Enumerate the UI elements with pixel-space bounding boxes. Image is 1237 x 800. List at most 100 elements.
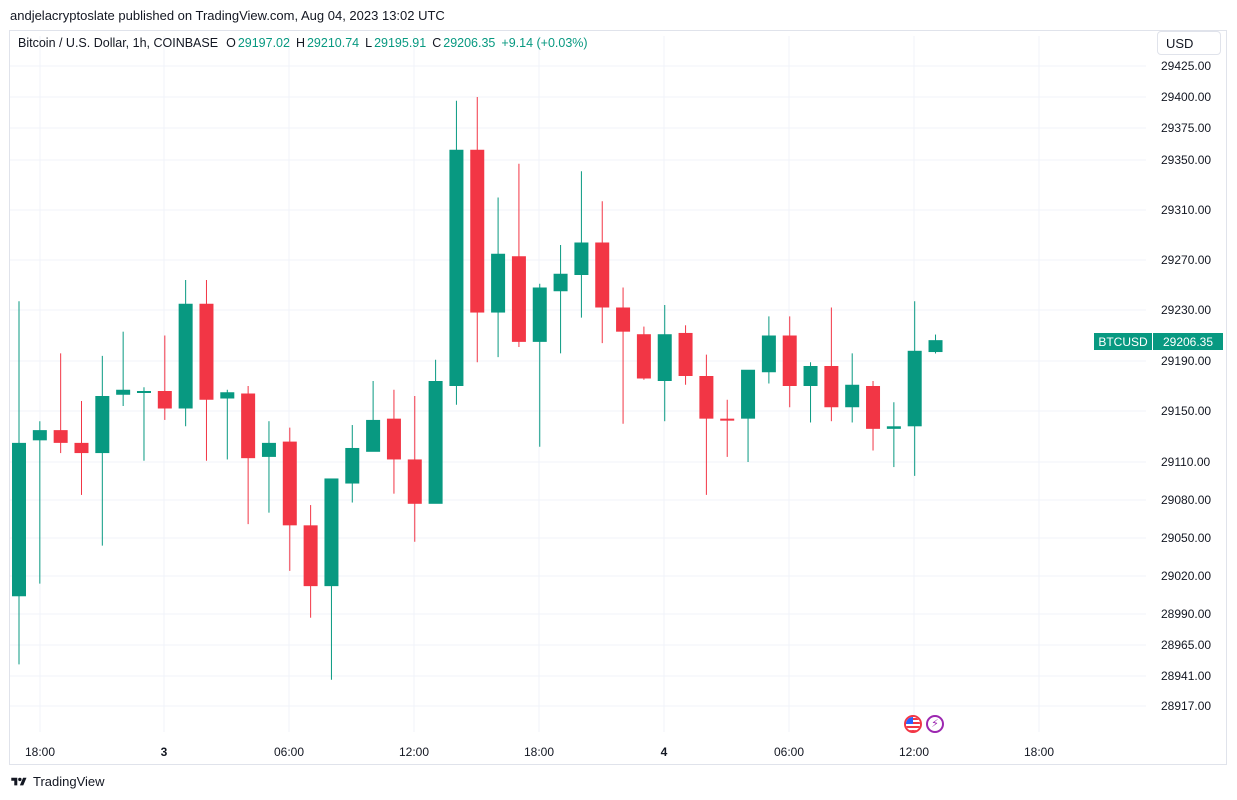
candle-body — [699, 376, 714, 419]
candle-body — [12, 442, 26, 597]
price-tag-symbol: BTCUSD — [1098, 335, 1148, 349]
candle-body — [553, 273, 568, 292]
time-tick-label: 3 — [161, 745, 168, 759]
legend-low-label: L — [365, 36, 373, 50]
candle-body — [782, 335, 797, 386]
legend-close-label: C — [432, 36, 442, 50]
candle-body — [616, 307, 631, 332]
legend-low-value: 29195.91 — [374, 36, 427, 50]
time-tick-label: 06:00 — [774, 745, 804, 759]
time-tick-label: 4 — [661, 745, 668, 759]
candle-body — [366, 419, 381, 452]
us-flag-icon[interactable] — [904, 715, 922, 733]
candle-body — [866, 386, 881, 429]
ohlc-legend: Bitcoin / U.S. Dollar, 1h, COINBASE O 2919… — [18, 36, 594, 50]
candle-body — [386, 418, 401, 460]
legend-open-value: 29197.02 — [237, 36, 290, 50]
us-flag-glyph — [906, 717, 920, 731]
candle-body — [53, 430, 68, 443]
price-tick-label: 29190.00 — [1161, 354, 1211, 368]
legend-high-label: H — [295, 36, 305, 50]
price-tick-label: 29110.00 — [1161, 455, 1210, 469]
time-axis[interactable]: 18:00 3 06:00 12:00 18:00 4 06:00 12:00 18:00 — [25, 745, 1054, 759]
candle-body — [803, 366, 818, 386]
time-tick-label: 06:00 — [274, 745, 304, 759]
candle-body — [74, 442, 89, 454]
price-tick-label: 28917.00 — [1161, 699, 1211, 713]
candle-body — [241, 393, 256, 459]
price-tick-label: 29020.00 — [1161, 569, 1211, 583]
candle-body — [116, 389, 131, 395]
tradingview-logo-icon[interactable] — [10, 776, 28, 788]
candle-layer — [12, 97, 943, 680]
candle-body — [220, 392, 235, 399]
price-tick-label: 28965.00 — [1161, 638, 1211, 652]
price-axis[interactable]: 29425.00 29400.00 29375.00 29350.00 29310.00… — [1161, 59, 1211, 713]
candle-body — [907, 350, 922, 427]
price-tick-label: 28990.00 — [1161, 607, 1211, 621]
candle-body — [136, 391, 151, 393]
publisher-line: andjelacryptoslate published on TradingV… — [10, 8, 445, 23]
legend-open-label: O — [226, 36, 236, 50]
time-tick-label: 12:00 — [399, 745, 429, 759]
candle-body — [824, 366, 839, 408]
price-tick-label: 29230.00 — [1161, 303, 1211, 317]
legend-symbol: Bitcoin / U.S. Dollar, 1h, COINBASE — [18, 36, 219, 50]
candle-body — [720, 418, 735, 421]
price-tick-label: 29350.00 — [1161, 153, 1211, 167]
price-tag-symbol-bg — [1094, 333, 1152, 350]
candle-body — [199, 303, 214, 400]
candle-body — [532, 287, 547, 342]
price-tag-price-bg — [1153, 333, 1223, 350]
candle-body — [303, 525, 318, 587]
legend-high-value: 29210.74 — [306, 36, 360, 50]
candle-body — [470, 149, 485, 313]
candle-body — [345, 447, 360, 484]
price-tick-label: 29400.00 — [1161, 90, 1211, 104]
price-tick-label: 29080.00 — [1161, 493, 1211, 507]
price-tick-label: 28941.00 — [1161, 669, 1211, 683]
candle-body — [678, 332, 693, 376]
candle-body — [845, 384, 860, 408]
candle-body — [741, 369, 756, 419]
grid-layer — [10, 36, 1146, 732]
footer-brand[interactable]: TradingView — [33, 774, 105, 789]
candle-body — [595, 242, 610, 308]
candle-body — [491, 253, 506, 313]
footer: TradingView — [10, 774, 105, 789]
candle-body — [449, 149, 464, 386]
candle-body — [407, 459, 422, 504]
price-tag-price: 29206.35 — [1163, 335, 1213, 349]
price-tick-label: 29375.00 — [1161, 121, 1211, 135]
price-tick-label: 29050.00 — [1161, 531, 1211, 545]
price-tag: BTCUSD 29206.35 — [1094, 333, 1223, 350]
candle-body — [574, 242, 589, 275]
candle-body — [761, 335, 776, 373]
legend-close-value: 29206.35 — [443, 36, 496, 50]
candle-body — [95, 396, 110, 454]
currency-button[interactable]: USD — [1157, 31, 1221, 55]
candle-body — [511, 256, 526, 342]
candle-body — [428, 381, 443, 504]
lightning-icon[interactable]: ⚡ — [926, 715, 944, 733]
candle-body — [261, 442, 276, 457]
candle-body — [178, 303, 193, 409]
candle-body — [657, 334, 672, 381]
time-tick-label: 18:00 — [25, 745, 55, 759]
price-tick-label: 29150.00 — [1161, 404, 1211, 418]
candle-body — [928, 340, 943, 353]
candle-body — [324, 478, 339, 587]
time-tick-label: 18:00 — [524, 745, 554, 759]
legend-change: +9.14 (+0.03%) — [501, 36, 588, 50]
candle-body — [32, 430, 47, 441]
time-tick-label: 12:00 — [899, 745, 929, 759]
time-tick-label: 18:00 — [1024, 745, 1054, 759]
price-tick-label: 29270.00 — [1161, 253, 1211, 267]
chart-frame — [9, 30, 1227, 765]
candle-body — [636, 334, 651, 379]
price-tick-label: 29310.00 — [1161, 203, 1211, 217]
candle-body — [886, 426, 901, 429]
candle-body — [157, 391, 172, 409]
candle-body — [282, 441, 297, 526]
